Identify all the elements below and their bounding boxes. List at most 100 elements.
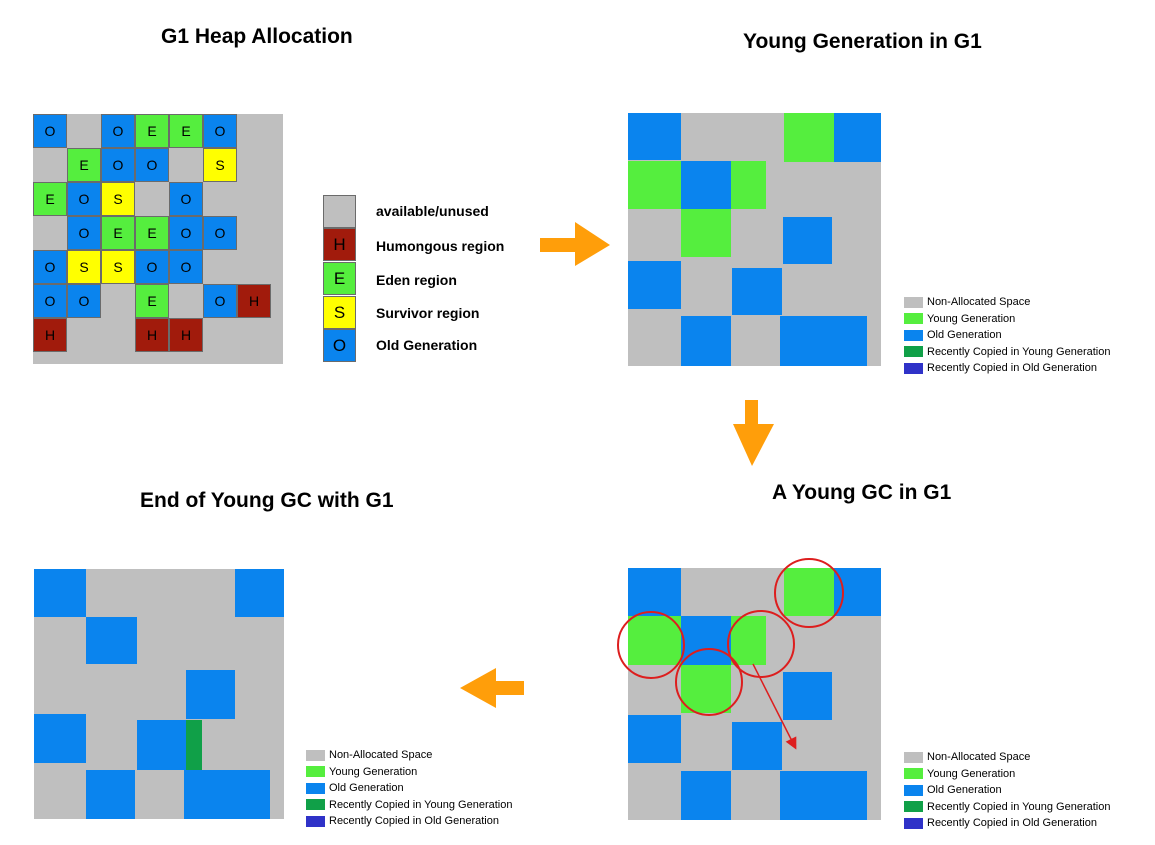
old-region (86, 617, 137, 664)
right-arrow-icon (540, 222, 610, 266)
young-gc-legend: Non-Allocated Space Young Generation Old… (904, 749, 1110, 832)
legend-label: Non-Allocated Space (927, 751, 1031, 764)
legend-item: Young Generation (306, 764, 512, 781)
legend-label: Old Generation (927, 329, 1002, 342)
old-region (184, 770, 270, 819)
key-label-survivor: Survivor region (376, 305, 480, 321)
old-region (137, 720, 186, 770)
recently-copied-young-region (186, 720, 202, 770)
legend-label: Recently Copied in Old Generation (329, 815, 499, 828)
key-swatch-survivor: S (323, 296, 356, 329)
old-region (681, 616, 731, 665)
old-region (783, 217, 832, 264)
heap-region-old: O (67, 216, 101, 250)
old-region (628, 715, 681, 763)
legend-item: Recently Copied in Young Generation (306, 797, 512, 814)
legend-swatch-old (306, 782, 325, 794)
heap-region-old: O (33, 284, 67, 318)
legend-swatch-recent-old (904, 362, 923, 374)
young-gc-title: A Young GC in G1 (772, 481, 952, 504)
heap-region-old: O (135, 148, 169, 182)
key-swatch-eden: E (323, 262, 356, 295)
legend-label: Non-Allocated Space (329, 749, 433, 762)
old-region (628, 113, 681, 160)
old-region (834, 568, 881, 616)
old-region (834, 113, 881, 162)
end-of-young-gc-title: End of Young GC with G1 (140, 489, 394, 512)
legend-item: Recently Copied in Old Generation (904, 360, 1110, 377)
heap-region-old: O (135, 250, 169, 284)
key-letter-humongous: H (333, 234, 346, 254)
heap-region-humongous: H (135, 318, 169, 352)
heap-region-eden: E (67, 148, 101, 182)
key-swatch-humongous: H (323, 228, 356, 261)
young-generation-grid (628, 113, 881, 366)
old-region (34, 569, 86, 617)
legend-item: Non-Allocated Space (904, 294, 1110, 311)
heap-region-old: O (101, 148, 135, 182)
heap-region-old: O (101, 114, 135, 148)
young-region (681, 665, 731, 713)
young-region (731, 616, 766, 665)
key-label-eden: Eden region (376, 272, 457, 288)
legend-item: Old Generation (306, 780, 512, 797)
collected-region-circle (774, 558, 844, 628)
legend-swatch-recent-old (306, 815, 325, 827)
key-label-unused: available/unused (376, 203, 489, 219)
legend-swatch-unused (904, 296, 923, 308)
collected-region-circle (617, 611, 685, 679)
heap-region-humongous: H (33, 318, 67, 352)
key-letter-survivor: S (333, 302, 346, 322)
heap-allocation-title: G1 Heap Allocation (161, 25, 353, 48)
heap-region-eden: E (33, 182, 67, 216)
legend-label: Recently Copied in Old Generation (927, 362, 1097, 375)
legend-swatch-old (904, 329, 923, 341)
old-region (681, 161, 731, 209)
end-of-young-gc-legend: Non-Allocated Space Young Generation Old… (306, 747, 512, 830)
young-region (784, 568, 834, 616)
heap-region-survivor: S (101, 250, 135, 284)
heap-region-humongous: H (237, 284, 271, 318)
heap-region-old: O (67, 182, 101, 216)
legend-swatch-recent-old (904, 817, 923, 829)
legend-swatch-unused (904, 751, 923, 763)
young-region (628, 616, 681, 665)
old-region (780, 771, 867, 820)
legend-swatch-recent-young (904, 346, 923, 358)
collected-region-circle (675, 648, 743, 716)
old-region (235, 569, 284, 617)
heap-region-eden: E (135, 114, 169, 148)
key-label-old: Old Generation (376, 337, 478, 353)
legend-label: Old Generation (329, 782, 404, 795)
key-label-humongous: Humongous region (376, 238, 505, 254)
heap-region-old: O (33, 114, 67, 148)
legend-item: Old Generation (904, 782, 1110, 799)
legend-item: Young Generation (904, 766, 1110, 783)
legend-swatch-unused (306, 749, 325, 761)
legend-label: Young Generation (927, 767, 1016, 780)
legend-item: Recently Copied in Old Generation (306, 813, 512, 830)
heap-region-old: O (203, 284, 237, 318)
legend-item: Recently Copied in Young Generation (904, 344, 1110, 361)
legend-swatch-young (904, 768, 923, 780)
heap-region-old: O (33, 250, 67, 284)
legend-label: Recently Copied in Young Generation (927, 800, 1111, 813)
young-region (731, 161, 766, 209)
heap-region-eden: E (135, 216, 169, 250)
heap-region-old: O (67, 284, 101, 318)
copy-arrow-icon (752, 663, 797, 750)
young-region (628, 161, 681, 209)
heap-region-survivor: S (101, 182, 135, 216)
heap-region-old: O (203, 114, 237, 148)
old-region (783, 672, 832, 720)
young-generation-legend: Non-Allocated Space Young Generation Old… (904, 294, 1110, 377)
key-letter-eden: E (333, 268, 346, 288)
young-generation-title: Young Generation in G1 (743, 30, 982, 53)
legend-swatch-old (904, 784, 923, 796)
old-region (186, 670, 235, 719)
legend-swatch-young (904, 313, 923, 325)
young-region (784, 113, 834, 162)
heap-region-humongous: H (169, 318, 203, 352)
young-region (681, 209, 731, 257)
